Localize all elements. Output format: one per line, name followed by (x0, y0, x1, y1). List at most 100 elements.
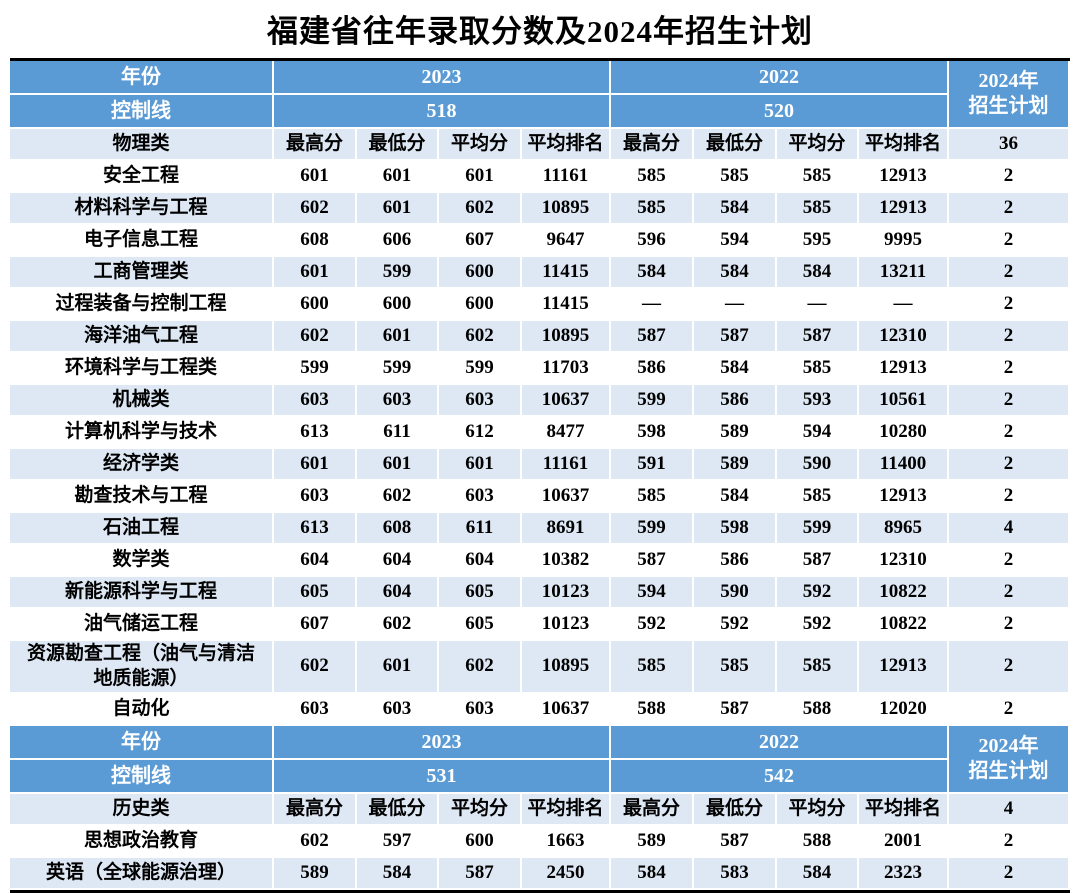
score-cell: 603 (439, 481, 522, 513)
category-label: 历史类 (10, 794, 274, 827)
category-header-row: 历史类 最高分 最低分 平均分 平均排名 最高分 最低分 平均分 平均排名 4 (10, 794, 1070, 827)
score-cell: 596 (611, 225, 694, 257)
score-cell: 587 (611, 545, 694, 577)
score-cell: 604 (439, 545, 522, 577)
score-cell: 600 (439, 257, 522, 289)
score-cell: 601 (357, 321, 439, 353)
enrollment-plan-line2: 招生计划 (968, 760, 1049, 783)
table-row: 资源勘查工程（油气与清洁地质能源） 602 601 602 10895 585 585 585… (10, 641, 1070, 695)
rank-cell: 10895 (522, 321, 611, 353)
score-cell: 586 (694, 545, 777, 577)
rank-cell: 10895 (522, 193, 611, 225)
score-cell: 600 (439, 826, 522, 859)
rank-cell: 2001 (859, 826, 949, 859)
stat-header-cell: 最低分 (357, 794, 439, 827)
program-name-cell: 环境科学与工程类 (10, 353, 274, 385)
table-row: 油气储运工程 607 602 605 10123 592 592 592 10822 2 (10, 609, 1070, 641)
year-header-row: 年份 2023 2022 2024年 招生计划 (10, 726, 1070, 795)
control-line-row: 控制线 518 520 (10, 95, 1070, 129)
score-cell: 588 (611, 694, 694, 727)
score-cell: — (694, 289, 777, 321)
score-cell: 603 (274, 481, 357, 513)
rank-cell: 10382 (522, 545, 611, 577)
program-name-cell: 英语（全球能源治理） (10, 858, 274, 891)
program-name-cell: 工商管理类 (10, 257, 274, 289)
table-row: 电子信息工程 608 606 607 9647 596 594 595 9995 2 (10, 225, 1070, 257)
score-cell: 583 (694, 858, 777, 891)
score-cell: 599 (357, 353, 439, 385)
stat-header-cell: 最高分 (274, 129, 357, 161)
control-line-left-cell: 531 (274, 760, 611, 795)
score-cell: 599 (357, 257, 439, 289)
rank-cell: 10123 (522, 609, 611, 641)
rank-cell: 10822 (859, 609, 949, 641)
score-cell: 599 (777, 513, 859, 545)
stat-header-cell: 最高分 (611, 794, 694, 827)
enrollment-plan-line1: 2024年 (978, 735, 1039, 758)
year-right-cell: 2022 (611, 61, 949, 95)
stat-header-cell: 最低分 (694, 794, 777, 827)
score-cell: 605 (439, 609, 522, 641)
rank-cell: 13211 (859, 257, 949, 289)
score-cell: 594 (611, 577, 694, 609)
score-cell: 587 (694, 321, 777, 353)
rank-cell: 10280 (859, 417, 949, 449)
rank-cell: 10895 (522, 641, 611, 695)
plan-count-cell: 2 (949, 826, 1070, 859)
score-cell: 585 (611, 481, 694, 513)
score-cell: 599 (274, 353, 357, 385)
program-name-cell: 油气储运工程 (10, 609, 274, 641)
score-cell: 589 (611, 826, 694, 859)
score-cell: 585 (777, 161, 859, 193)
admission-score-table: 年份 2023 2022 2024年 招生计划 控制线 518 520 物理类 最高分 最低分 平均分… (10, 58, 1070, 893)
score-cell: 605 (439, 577, 522, 609)
score-cell: 585 (777, 641, 859, 695)
rank-cell: 11161 (522, 161, 611, 193)
plan-count-cell: 2 (949, 417, 1070, 449)
year-row-label: 年份 (10, 61, 274, 95)
table-row: 计算机科学与技术 613 611 612 8477 598 589 594 10280 2 (10, 417, 1070, 449)
score-cell: 589 (694, 417, 777, 449)
control-line-label: 控制线 (10, 760, 274, 795)
score-cell: 589 (274, 858, 357, 891)
rank-cell: — (859, 289, 949, 321)
score-cell: 603 (357, 385, 439, 417)
year-row-label: 年份 (10, 726, 274, 761)
program-name-cell: 材料科学与工程 (10, 193, 274, 225)
control-line-right-cell: 542 (611, 760, 949, 795)
score-cell: 605 (274, 577, 357, 609)
score-cell: 587 (439, 858, 522, 891)
stat-header-cell: 平均排名 (859, 794, 949, 827)
program-name-cell: 过程装备与控制工程 (10, 289, 274, 321)
rank-cell: 12913 (859, 353, 949, 385)
score-cell: 611 (357, 417, 439, 449)
stat-header-cell: 平均排名 (522, 794, 611, 827)
score-cell: 603 (274, 694, 357, 727)
program-name-cell: 数学类 (10, 545, 274, 577)
stat-header-cell: 最低分 (357, 129, 439, 161)
rank-cell: 2323 (859, 858, 949, 891)
rank-cell: 12020 (859, 694, 949, 727)
score-cell: 587 (611, 321, 694, 353)
plan-count-cell: 2 (949, 641, 1070, 695)
score-cell: 613 (274, 513, 357, 545)
plan-count-cell: 2 (949, 609, 1070, 641)
rank-cell: 8965 (859, 513, 949, 545)
table-row: 经济学类 601 601 601 11161 591 589 590 11400 2 (10, 449, 1070, 481)
stat-header-cell: 平均分 (777, 794, 859, 827)
rank-cell: 10637 (522, 385, 611, 417)
score-cell: 599 (611, 513, 694, 545)
score-cell: 588 (777, 694, 859, 727)
rank-cell: 12310 (859, 321, 949, 353)
plan-count-cell: 2 (949, 577, 1070, 609)
score-cell: 584 (357, 858, 439, 891)
rank-cell: 11161 (522, 449, 611, 481)
score-cell: 584 (777, 858, 859, 891)
year-right-cell: 2022 (611, 726, 949, 761)
score-cell: 601 (274, 161, 357, 193)
score-cell: 585 (777, 481, 859, 513)
score-cell: 602 (274, 193, 357, 225)
score-cell: 602 (274, 826, 357, 859)
enrollment-plan-header: 2024年 招生计划 (949, 61, 1070, 129)
score-cell: 611 (439, 513, 522, 545)
